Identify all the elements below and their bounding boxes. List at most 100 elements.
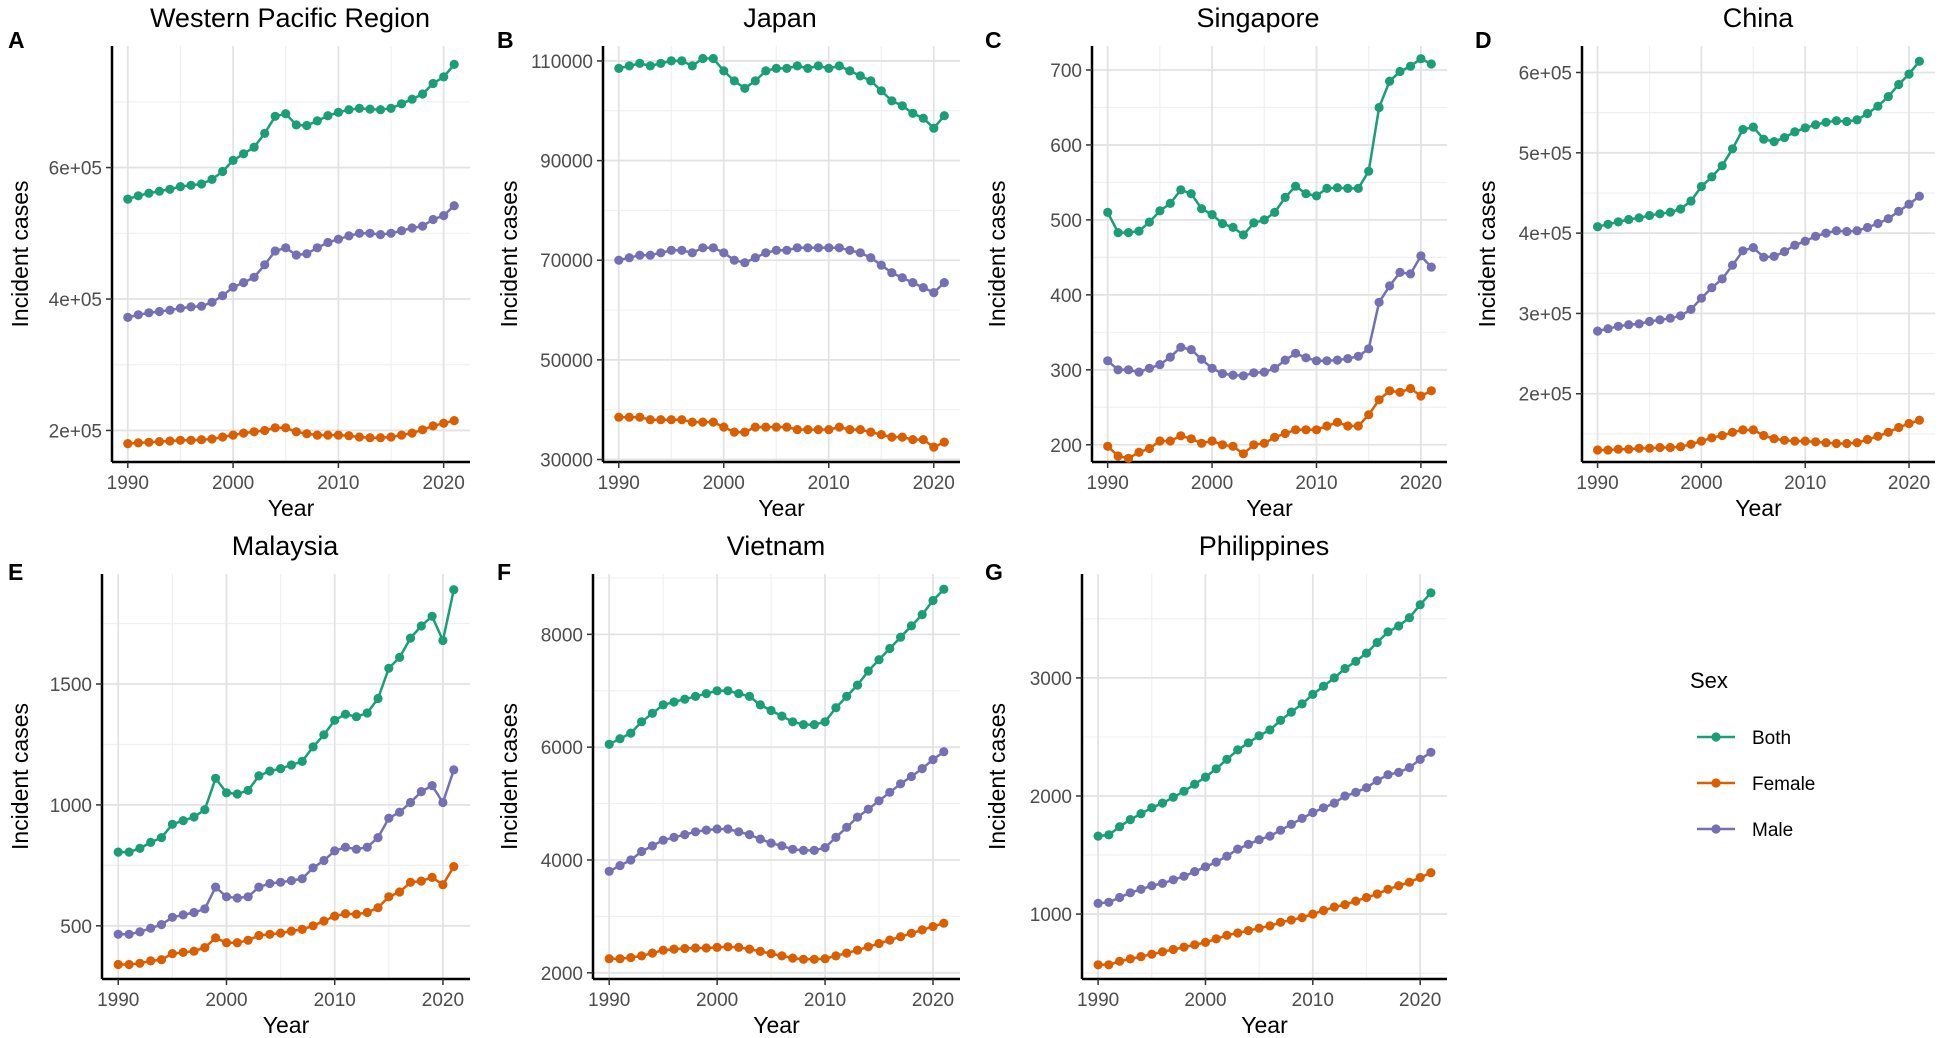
data-point [666,415,676,425]
data-point [260,128,270,138]
data-point [302,429,312,439]
data-point [740,258,750,268]
data-point [1353,421,1363,431]
data-point [777,711,787,721]
data-point [1696,293,1706,303]
data-point [874,796,884,806]
y-tick-label: 6000 [541,738,583,759]
data-point [1186,434,1196,444]
data-point [1372,776,1382,786]
data-point [876,260,886,270]
series-line-both [1097,592,1432,838]
y-tick-label: 6e+05 [49,159,102,180]
data-point [1179,942,1189,952]
data-point [312,243,322,253]
legend-key-point [1711,732,1721,742]
data-point [719,422,729,432]
series-female [1103,383,1436,463]
data-point [1883,214,1893,224]
data-point [744,944,755,954]
data-point [897,273,907,283]
series-line-male [1106,254,1433,378]
data-point [375,433,386,443]
series-male [1093,747,1436,909]
series-both [1093,588,1436,841]
data-point [1644,316,1655,327]
data-point [1265,921,1275,931]
data-point [669,832,679,843]
data-point [1676,442,1686,452]
data-point [449,201,459,211]
legend-entry-male: Male [1697,820,1793,841]
panel-label: G [985,559,1003,585]
data-point [1155,206,1165,216]
data-point [239,149,249,159]
data-point [1686,304,1696,314]
data-point [428,421,438,431]
data-point [658,700,668,710]
data-point [276,764,286,774]
data-point [824,63,834,73]
data-point [1862,108,1873,119]
data-point [175,435,185,445]
data-point [719,248,729,258]
data-point [1361,648,1372,658]
data-point [1593,445,1603,455]
data-point [1873,431,1883,441]
data-point [418,425,428,435]
data-point [1332,355,1342,365]
data-point [1104,830,1114,840]
data-point [677,415,687,425]
data-point [167,819,177,829]
data-point [1308,807,1318,818]
x-tick-label: 1990 [1087,473,1129,494]
data-point [1405,383,1416,394]
data-point [133,438,143,448]
data-point [1136,952,1146,962]
series-both [123,59,459,204]
data-point [1186,345,1196,355]
data-point [1748,243,1758,253]
data-point [1426,868,1436,878]
data-point [1665,313,1675,323]
data-point [820,954,830,964]
y-tick-label: 200 [1050,436,1082,457]
data-point [1125,954,1135,964]
data-point [719,66,729,76]
data-point [918,283,928,293]
data-point [276,928,286,938]
y-axis-title: Incident cases [984,703,1010,850]
data-point [218,291,228,301]
data-point [1340,900,1350,910]
data-point [1426,59,1436,69]
data-point [897,101,907,111]
data-point [351,712,361,722]
data-point [1134,447,1144,457]
data-point [439,418,449,428]
data-point [1385,386,1395,396]
data-point [1707,283,1717,293]
data-point [270,423,280,433]
data-point [680,694,690,704]
data-point [1727,144,1738,154]
data-point [1717,274,1727,284]
legend-label: Both [1752,728,1791,749]
data-point [1676,204,1686,214]
data-point [645,415,655,425]
panel-label: D [1475,27,1492,53]
data-point [291,120,301,130]
data-point [156,955,167,965]
data-point [834,61,844,71]
series-female [614,412,949,452]
data-point [221,892,232,902]
data-point [365,228,375,238]
data-point [351,909,361,919]
data-point [1144,217,1154,227]
data-point [178,816,188,826]
data-point [1200,862,1211,872]
data-point [896,779,906,789]
y-tick-label: 70000 [540,251,593,272]
panel-e: 1990 2000 2010 2020 500 1000 1500 Year Incident … [7,531,470,1038]
data-point [373,693,383,704]
